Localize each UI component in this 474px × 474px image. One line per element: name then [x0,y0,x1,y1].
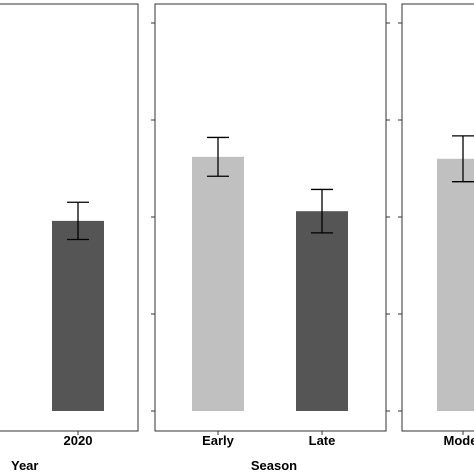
bar-year-2020 [52,220,104,411]
x-tick-label-2020: 2020 [64,433,93,448]
panel-year-frame [0,3,139,432]
x-tick-label-moder: Moder [444,433,474,448]
panel-season-frame [154,3,387,432]
x-axis-title-year: Year [11,458,38,473]
bar-season-late [296,211,348,411]
x-axis-title-season: Season [251,458,297,473]
x-tick-label-early: Early [202,433,235,448]
bar-third-moder [437,158,474,411]
panel-season [154,3,387,432]
panel-year [0,3,139,432]
bar-season-early [192,156,244,411]
x-tick-label-late: Late [309,433,336,448]
